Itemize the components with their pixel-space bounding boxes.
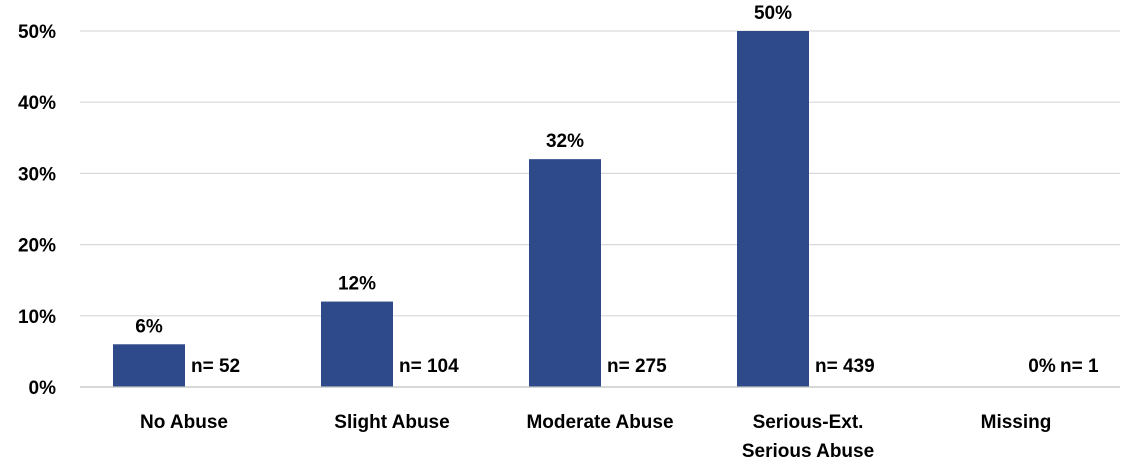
x-category-label: Moderate Abuse <box>526 412 673 433</box>
y-tick-label: 0% <box>29 378 57 399</box>
y-tick-label: 30% <box>18 164 56 185</box>
y-tick-label: 50% <box>18 22 56 43</box>
count-label: n= 275 <box>607 356 667 377</box>
data-label: 12% <box>338 274 376 295</box>
count-label: n= 104 <box>399 356 459 377</box>
category-labels: No Abuse Slight Abuse Moderate Abuse Seriou… <box>140 412 1051 462</box>
data-label: 6% <box>135 316 163 337</box>
bar <box>737 31 809 387</box>
data-labels: 6% n= 52 12% n= 104 32% n= 275 50% n= 439 0% n= 1 <box>135 3 1099 377</box>
count-label: n= 1 <box>1060 356 1099 377</box>
data-label: 32% <box>546 131 584 152</box>
x-category-label: No Abuse <box>140 412 228 433</box>
x-category-label: Serious-Ext. Serious Abuse <box>742 412 874 462</box>
count-label: n= 52 <box>191 356 240 377</box>
bars <box>113 31 809 387</box>
y-tick-label: 40% <box>18 93 56 114</box>
data-label: 50% <box>754 3 792 24</box>
count-label: n= 439 <box>815 356 875 377</box>
y-tick-label: 10% <box>18 307 56 328</box>
bar <box>321 301 393 387</box>
x-category-label: Missing <box>981 412 1052 433</box>
y-axis-ticks: 0% 10% 20% 30% 40% 50% <box>18 22 56 399</box>
data-label: 0% <box>1028 356 1056 377</box>
bar <box>529 159 601 387</box>
x-category-label: Slight Abuse <box>334 412 449 433</box>
bar <box>113 344 185 387</box>
y-tick-label: 20% <box>18 236 56 257</box>
